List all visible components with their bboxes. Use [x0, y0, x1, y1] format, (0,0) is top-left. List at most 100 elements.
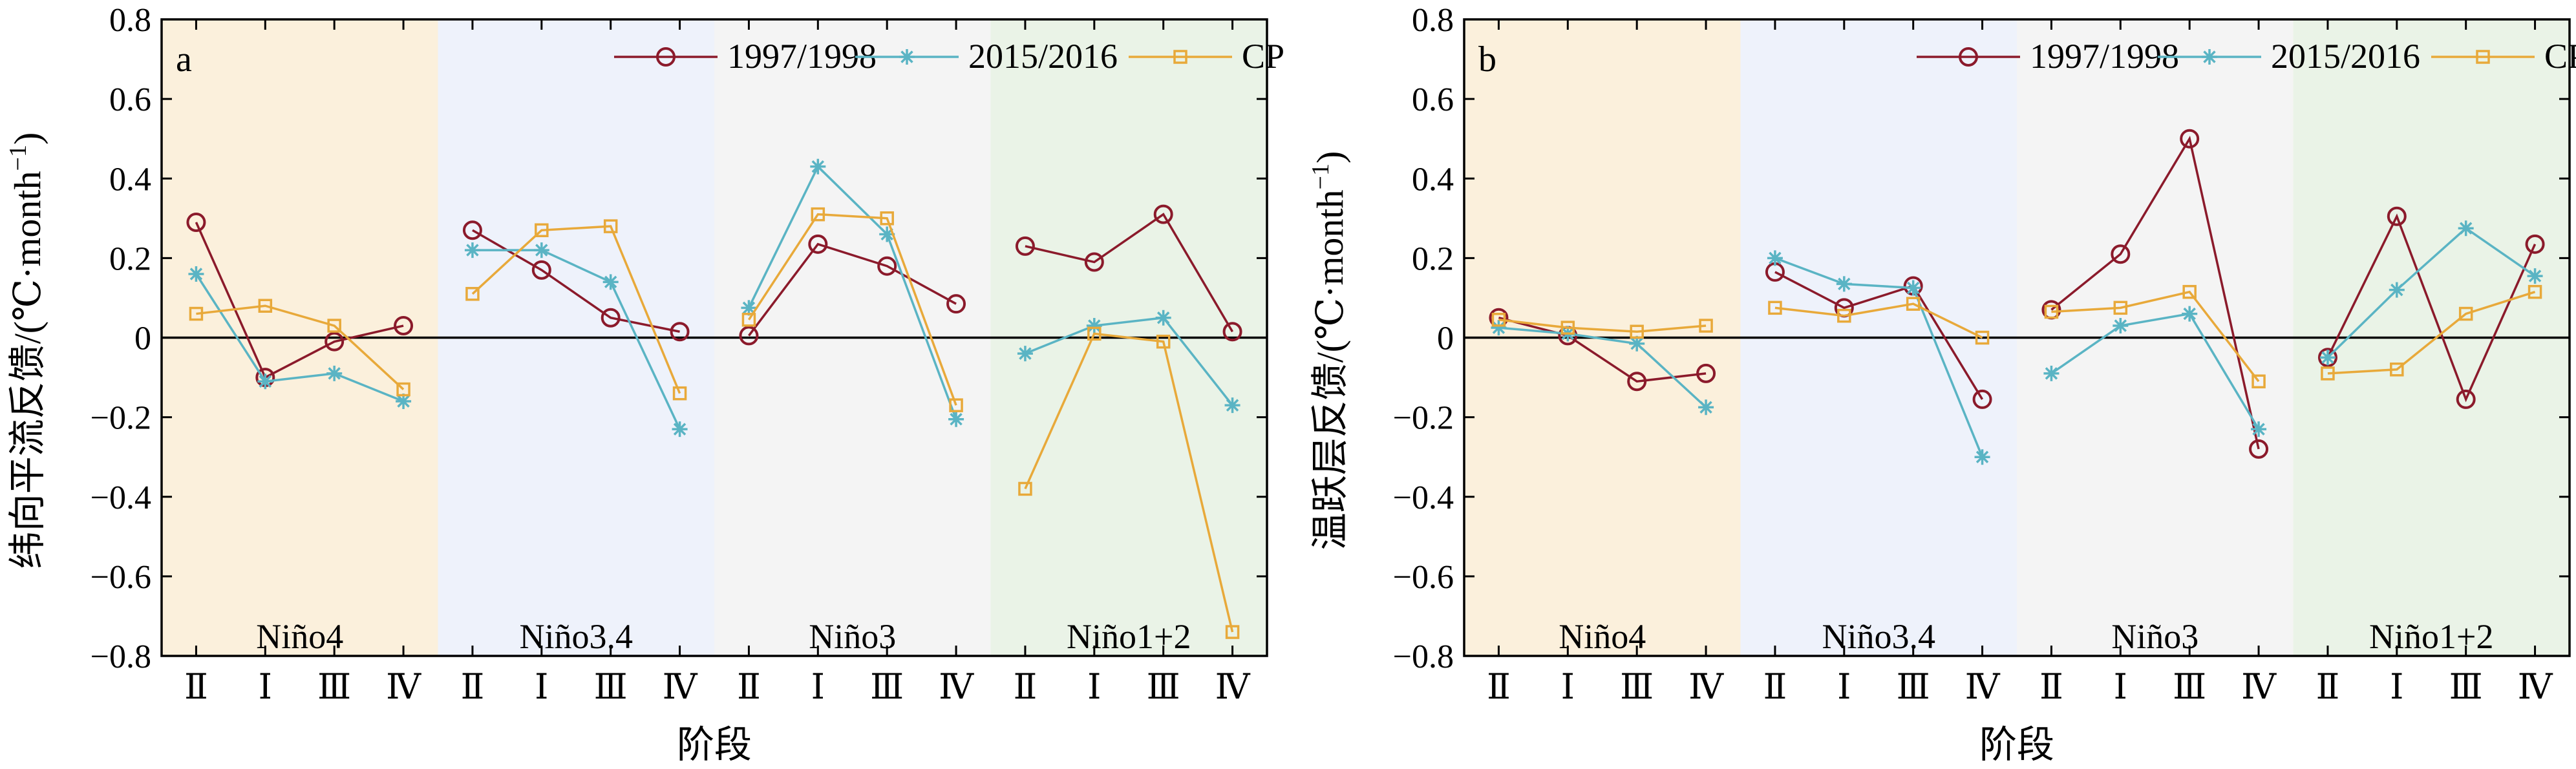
series-line: [472, 249, 681, 430]
x-tick-label: Ⅳ: [386, 668, 421, 706]
data-point: [1173, 50, 1187, 64]
data-point: [2251, 374, 2266, 388]
data-point: [1972, 389, 1992, 409]
data-point: [1906, 297, 1921, 311]
series-line: [471, 225, 681, 394]
legend: 1997/1998 2015/2016 CP: [1917, 37, 2576, 76]
data-point: [2182, 306, 2198, 322]
x-tick-label: Ⅲ: [870, 668, 904, 706]
data-point: [880, 211, 894, 226]
data-point: [186, 212, 206, 232]
series-line: [1498, 319, 1707, 333]
region-label: Niño3: [809, 617, 896, 656]
x-tick-label: Ⅲ: [1147, 668, 1180, 706]
x-tick-label: Ⅲ: [1897, 668, 1930, 706]
series-line: [747, 213, 957, 406]
series-line: [1025, 213, 1234, 333]
x-tick-label: Ⅰ: [1087, 668, 1101, 706]
x-tick-label: Ⅳ: [939, 668, 974, 706]
series-line: [747, 164, 957, 420]
y-tick-label: 0.6: [109, 81, 151, 118]
y-tick-label: 0.2: [1412, 240, 1454, 277]
data-point: [656, 47, 676, 67]
x-tick-label: Ⅰ: [2390, 668, 2403, 706]
x-axis-label: 阶段: [1979, 724, 2054, 766]
data-point: [325, 332, 345, 352]
y-tick-label: 0.8: [1412, 2, 1454, 39]
x-tick-label: Ⅲ: [1620, 668, 1654, 706]
data-point: [2458, 306, 2473, 321]
x-tick-label: Ⅱ: [461, 668, 485, 706]
x-tick-label: Ⅰ: [811, 668, 825, 706]
data-point: [672, 386, 687, 401]
y-tick-label: −0.4: [1393, 479, 1454, 516]
data-point: [1629, 335, 1645, 352]
data-point: [531, 260, 551, 280]
series-line: [1498, 317, 1707, 383]
data-point: [2180, 129, 2200, 149]
x-tick-label: Ⅲ: [594, 668, 628, 706]
data-point: [1837, 308, 1851, 323]
y-tick-label: 0: [134, 321, 151, 357]
data-point: [899, 49, 915, 65]
legend: 1997/1998 2015/2016 CP: [614, 37, 1284, 76]
y-tick-label: 0.4: [1412, 161, 1454, 198]
data-point: [1086, 318, 1102, 334]
data-point: [464, 242, 480, 258]
x-tick-label: Ⅳ: [2518, 668, 2553, 706]
y-tick-label: −0.6: [1393, 559, 1454, 596]
series-CP: [189, 207, 1240, 639]
y-tick-label: 0.6: [1412, 81, 1454, 118]
data-point: [1015, 236, 1035, 256]
data-point: [465, 287, 480, 301]
data-point: [1224, 397, 1240, 414]
chart-panel-b: 0.80.60.40.20−0.2−0.4−0.6−0.8Ⅱ Ⅰ Ⅲ Ⅳ Ⅱ Ⅰ Ⅲ Ⅳ Ⅱ Ⅰ Ⅲ…: [1307, 2, 2576, 766]
data-point: [394, 316, 414, 336]
legend-label: CP: [1242, 37, 1284, 76]
data-point: [257, 374, 273, 390]
series-line: [195, 273, 404, 403]
data-point: [2525, 234, 2545, 254]
x-tick-label: Ⅱ: [2039, 668, 2063, 706]
x-tick-label: Ⅳ: [2241, 668, 2277, 706]
data-point: [1767, 250, 1783, 266]
series-line: [1774, 302, 1983, 339]
data-point: [741, 300, 757, 316]
data-point: [1017, 346, 1033, 362]
y-tick-label: −0.8: [90, 638, 151, 675]
x-tick-label: Ⅱ: [1014, 668, 1038, 706]
region-label: Niño1+2: [2369, 617, 2493, 656]
data-point: [2458, 220, 2474, 237]
data-point: [1084, 252, 1104, 272]
x-tick-label: Ⅰ: [259, 668, 272, 706]
data-point: [2113, 300, 2128, 315]
region-label: Niño3.4: [520, 617, 633, 656]
data-point: [1974, 449, 1990, 465]
series-line: [1498, 326, 1707, 408]
data-point: [258, 299, 273, 313]
panel-label: b: [1478, 39, 1496, 79]
data-point: [1959, 47, 1978, 67]
data-point: [462, 220, 482, 240]
legend-label: 1997/1998: [2030, 37, 2179, 76]
region-label: Niño4: [256, 617, 343, 656]
y-tick-label: −0.2: [1393, 400, 1454, 437]
x-tick-label: Ⅳ: [1688, 668, 1724, 706]
series-line: [1774, 257, 1984, 458]
legend-label: 1997/1998: [727, 37, 877, 76]
x-tick-label: Ⅰ: [535, 668, 548, 706]
x-tick-label: Ⅱ: [1763, 668, 1787, 706]
data-point: [2249, 439, 2269, 459]
data-point: [396, 382, 410, 397]
data-point: [1768, 300, 1782, 315]
y-tick-label: 0.2: [109, 240, 151, 277]
series-line: [1774, 271, 1984, 400]
y-tick-label: −0.6: [90, 559, 151, 596]
data-point: [2043, 365, 2060, 381]
x-tick-label: Ⅱ: [184, 668, 208, 706]
data-point: [946, 294, 966, 314]
data-point: [1627, 372, 1647, 392]
data-point: [948, 411, 964, 427]
data-point: [1018, 481, 1032, 496]
